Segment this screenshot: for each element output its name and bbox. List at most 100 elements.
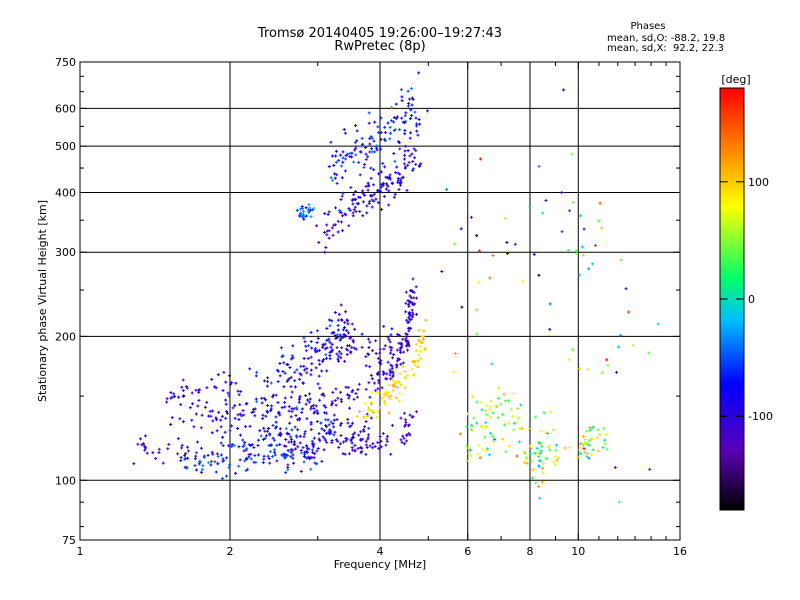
data-point <box>591 448 595 452</box>
data-point <box>372 139 376 143</box>
data-point <box>398 147 402 151</box>
data-point <box>262 454 266 458</box>
data-point <box>359 438 363 442</box>
data-point <box>392 116 396 120</box>
data-point <box>512 428 516 432</box>
data-point <box>404 339 408 343</box>
data-point <box>406 321 410 325</box>
data-point <box>243 441 247 445</box>
y-axis-label: Stationary phase Virtual Height [km] <box>36 200 49 402</box>
data-point <box>346 421 350 425</box>
data-point <box>213 460 217 464</box>
data-point <box>401 361 405 365</box>
data-point <box>390 105 394 109</box>
data-point <box>157 451 161 455</box>
data-point <box>329 176 333 180</box>
data-point <box>391 356 395 360</box>
data-point <box>388 397 392 401</box>
data-point <box>342 335 346 339</box>
data-point <box>524 457 528 461</box>
data-point <box>322 394 326 398</box>
data-point <box>323 212 327 216</box>
data-point <box>335 181 339 185</box>
data-point <box>519 403 523 407</box>
data-point <box>280 355 284 359</box>
data-point <box>327 423 331 427</box>
data-point <box>180 446 184 450</box>
data-point <box>489 399 493 403</box>
data-point <box>227 444 231 448</box>
data-point <box>219 418 223 422</box>
data-point <box>214 416 218 420</box>
data-point <box>309 428 313 432</box>
data-point <box>391 388 395 392</box>
data-point <box>482 435 486 439</box>
data-point <box>338 333 342 337</box>
data-point <box>233 404 237 408</box>
data-point <box>398 349 402 353</box>
data-point <box>541 471 545 475</box>
data-point <box>214 470 218 474</box>
data-point <box>369 408 373 412</box>
data-point <box>223 430 227 434</box>
data-point <box>379 131 383 135</box>
data-point <box>278 431 282 435</box>
data-point <box>414 342 418 346</box>
data-point <box>406 163 410 167</box>
data-point <box>372 168 376 172</box>
data-point <box>294 414 298 418</box>
data-point <box>355 129 359 133</box>
data-point <box>631 344 635 348</box>
data-point <box>252 410 256 414</box>
data-point <box>351 202 355 206</box>
data-point <box>257 453 261 457</box>
data-point <box>595 436 599 440</box>
data-point <box>339 198 343 202</box>
data-point <box>138 437 142 441</box>
data-point <box>344 310 348 314</box>
data-point <box>180 385 184 389</box>
data-point <box>485 404 489 408</box>
axis-ticks <box>79 61 681 541</box>
data-point <box>310 455 314 459</box>
data-point <box>179 403 183 407</box>
data-point <box>469 215 473 219</box>
y-tick-label: 600 <box>55 102 76 115</box>
data-point <box>259 434 263 438</box>
data-point <box>305 367 309 371</box>
data-point <box>370 391 374 395</box>
data-point <box>368 444 372 448</box>
data-point <box>336 328 340 332</box>
data-point <box>395 359 399 363</box>
data-point <box>323 347 327 351</box>
data-point <box>336 318 340 322</box>
data-point <box>341 156 345 160</box>
data-point <box>484 421 488 425</box>
data-point <box>339 220 343 224</box>
data-point <box>315 409 319 413</box>
y-tick-label: 75 <box>62 534 76 547</box>
data-point <box>367 381 371 385</box>
data-point <box>306 398 310 402</box>
data-point <box>367 184 371 188</box>
data-point <box>354 347 358 351</box>
data-point <box>350 346 354 350</box>
data-point <box>345 393 349 397</box>
data-point <box>360 449 364 453</box>
data-point <box>367 426 371 430</box>
data-point <box>343 169 347 173</box>
data-point <box>265 429 269 433</box>
data-point <box>465 425 469 429</box>
data-point <box>296 428 300 432</box>
data-point <box>340 176 344 180</box>
data-point <box>353 449 357 453</box>
data-point <box>394 102 398 106</box>
data-point <box>332 425 336 429</box>
data-point <box>345 352 349 356</box>
data-point <box>325 431 329 435</box>
data-point <box>617 345 621 349</box>
data-point <box>583 437 587 441</box>
data-point <box>407 329 411 333</box>
data-point <box>266 427 270 431</box>
data-point <box>313 410 317 414</box>
